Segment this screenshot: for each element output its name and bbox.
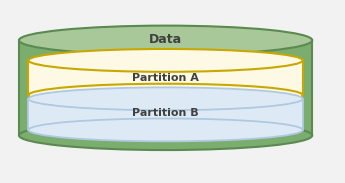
- Polygon shape: [28, 60, 303, 95]
- Text: Partition B: Partition B: [132, 108, 199, 117]
- Text: Partition A: Partition A: [132, 73, 199, 83]
- Ellipse shape: [28, 49, 303, 72]
- Polygon shape: [19, 40, 312, 135]
- Text: Data: Data: [149, 33, 182, 46]
- Ellipse shape: [28, 119, 303, 141]
- Ellipse shape: [28, 87, 303, 110]
- Polygon shape: [28, 99, 303, 130]
- Ellipse shape: [19, 26, 312, 55]
- Ellipse shape: [19, 121, 312, 150]
- Ellipse shape: [28, 84, 303, 107]
